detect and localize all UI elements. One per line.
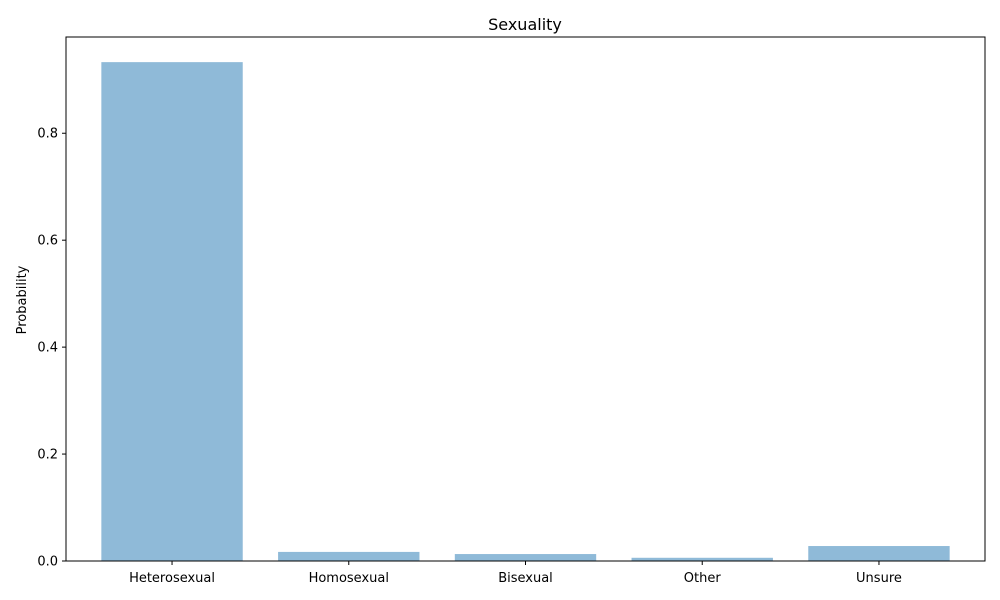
x-tick-label: Other: [684, 571, 722, 586]
y-axis-label: Probability: [15, 265, 30, 334]
bar-unsure: [808, 546, 950, 561]
y-ticks-group: 0.0 0.2 0.4 0.6 0.8: [37, 127, 66, 570]
bar-homosexual: [278, 551, 420, 561]
y-tick-label: 0.8: [37, 127, 58, 142]
y-tick-label: 0.0: [37, 555, 58, 570]
bar-heterosexual: [101, 62, 243, 561]
bars-group: [101, 62, 950, 561]
y-tick-label: 0.6: [37, 234, 58, 249]
x-tick-label: Bisexual: [498, 571, 553, 586]
plot-frame: [65, 36, 986, 562]
x-tick-label: Homosexual: [309, 571, 389, 586]
y-tick-label: 0.2: [37, 448, 58, 463]
y-tick-label: 0.4: [37, 341, 58, 356]
x-tick-label: Heterosexual: [129, 571, 215, 586]
chart-title: Sexuality: [488, 15, 562, 34]
bar-bisexual: [454, 554, 597, 561]
bar-other: [631, 557, 773, 561]
x-tick-label: Unsure: [856, 571, 902, 586]
x-ticks-group: Heterosexual Homosexual Bisexual Other Unsur…: [129, 561, 902, 586]
